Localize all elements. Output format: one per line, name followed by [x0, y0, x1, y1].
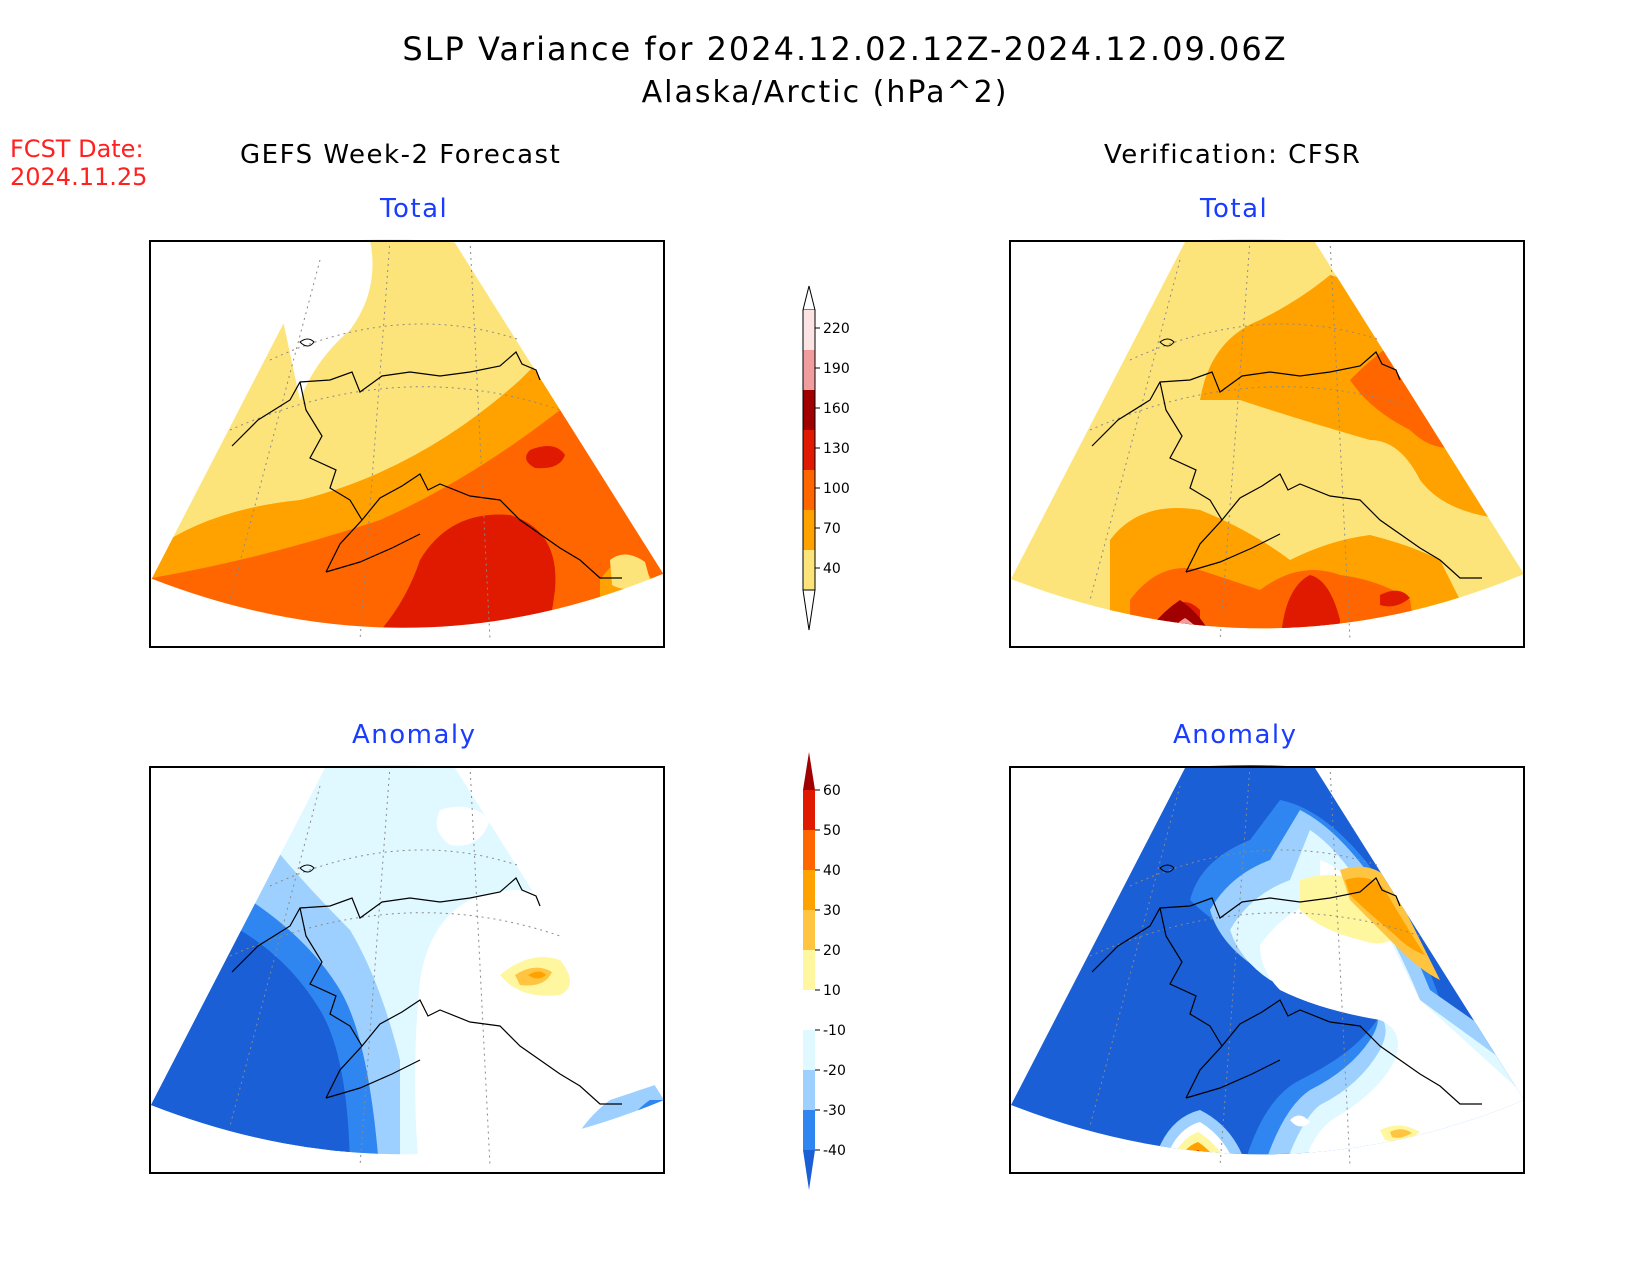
legend-total-swatch [803, 430, 815, 470]
legend-anomaly-swatch [803, 990, 815, 1030]
legend-anomaly-tick-label: -30 [823, 1103, 846, 1119]
legend-total-swatch [803, 310, 815, 350]
legend-total-tick-label: 220 [823, 321, 850, 337]
legend-anomaly-tick-label: 60 [823, 783, 841, 799]
legend-anomaly-swatch [803, 950, 815, 990]
legend-total-tick-label: 40 [823, 561, 841, 577]
panel-title-forecast-total: Total [380, 194, 449, 224]
legend-anomaly-tick-label: -10 [823, 1023, 846, 1039]
legend-anomaly-swatch [803, 1070, 815, 1110]
fcst-date: 2024.11.25 [10, 163, 148, 191]
chart-subtitle: Alaska/Arctic (hPa^2) [641, 75, 1009, 110]
legend-anomaly-swatch [803, 1110, 815, 1150]
legend-anomaly-swatch [803, 910, 815, 950]
legend-anomaly-top-arrow [803, 752, 815, 790]
legend-total-tick-label: 130 [823, 441, 850, 457]
legend-anomaly-tick-label: -40 [823, 1143, 846, 1159]
legend-anomaly-tick-label: 20 [823, 943, 841, 959]
legend-total-tick-label: 70 [823, 521, 841, 537]
legend-anomaly-tick-label: 50 [823, 823, 841, 839]
legend-anomaly-swatch [803, 790, 815, 830]
map-verification-total [1009, 239, 1525, 648]
fcst-date-block: FCST Date: 2024.11.25 [10, 135, 147, 191]
map-forecast-total [149, 238, 665, 648]
legend-anomaly-tick-label: 10 [823, 983, 841, 999]
legend-total-swatch [803, 550, 815, 590]
legend-total-top-arrow [802, 285, 816, 311]
chart-title: SLP Variance for 2024.12.02.12Z-2024.12.… [402, 30, 1288, 68]
panel-title-verification-anomaly: Anomaly [1173, 720, 1298, 750]
legend-total-swatch [803, 470, 815, 510]
legend-total-swatch [803, 390, 815, 430]
panel-title-forecast-anomaly: Anomaly [352, 720, 477, 750]
panel-title-verification-total: Total [1200, 194, 1269, 224]
legend-total-bottom-arrow [802, 589, 816, 631]
map-verification-anomaly [1009, 765, 1525, 1174]
map-frame [1009, 766, 1525, 1174]
fcst-label: FCST Date: [10, 135, 144, 163]
legend-anomaly-tick-label: 30 [823, 903, 841, 919]
legend-total-colorbar: 220 190 160 130 100 70 40 [802, 285, 850, 631]
forecast-column-heading: GEFS Week-2 Forecast [240, 140, 562, 170]
legend-total-tick-label: 160 [823, 401, 850, 417]
verification-column-heading: Verification: CFSR [1104, 140, 1362, 170]
map-frame [1009, 240, 1525, 648]
legend-total-tick-label: 100 [823, 481, 850, 497]
legend-anomaly-tick-label: 40 [823, 863, 841, 879]
legend-anomaly-tick-label: -20 [823, 1063, 846, 1079]
legend-total-swatch [803, 510, 815, 550]
legend-total-swatch [803, 350, 815, 390]
legend-anomaly-swatch [803, 830, 815, 870]
legend-anomaly-bottom-arrow [803, 1150, 815, 1190]
map-forecast-anomaly [149, 765, 665, 1174]
legend-anomaly-colorbar: 60 50 40 30 20 10 -10 -20 -30 -40 [803, 752, 846, 1190]
legend-anomaly-swatch [803, 1030, 815, 1070]
map-frame [149, 240, 665, 648]
legend-anomaly-swatch [803, 870, 815, 910]
legend-total-tick-label: 190 [823, 361, 850, 377]
map-frame [149, 766, 665, 1174]
